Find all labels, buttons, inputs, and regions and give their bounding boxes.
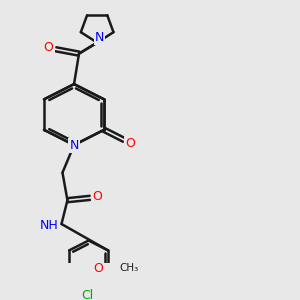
Text: CH₃: CH₃: [120, 263, 139, 273]
Text: O: O: [92, 190, 102, 203]
Text: N: N: [95, 31, 104, 44]
Text: Cl: Cl: [81, 290, 93, 300]
Text: N: N: [69, 139, 79, 152]
Text: O: O: [93, 262, 103, 275]
Text: O: O: [125, 137, 135, 150]
Text: O: O: [44, 41, 54, 54]
Text: NH: NH: [40, 219, 58, 232]
